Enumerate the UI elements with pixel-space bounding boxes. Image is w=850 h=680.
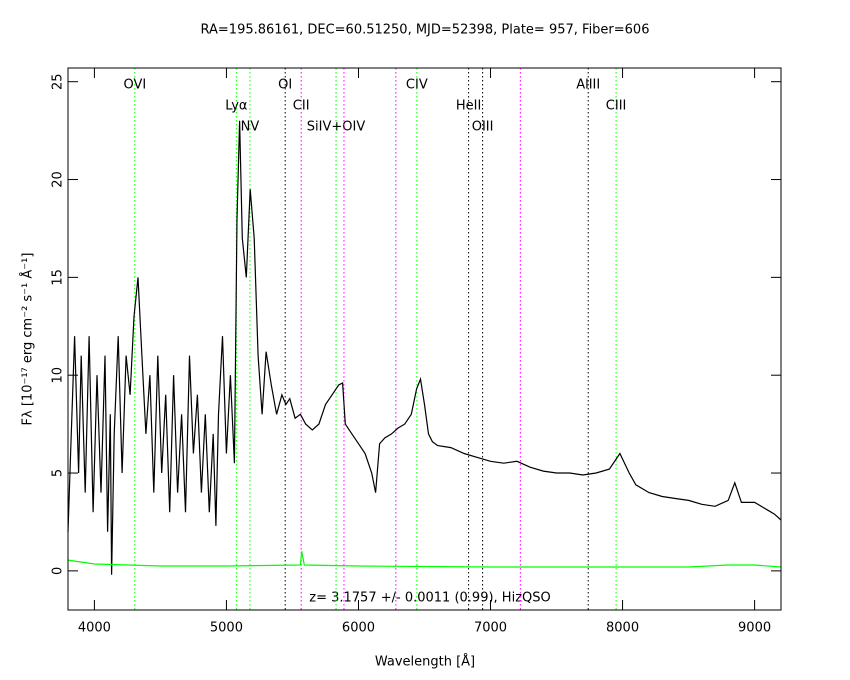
y-tick-label: 10 xyxy=(51,367,66,384)
x-tick-label: 9000 xyxy=(738,621,771,636)
x-tick-label: 6000 xyxy=(342,621,375,636)
series-line xyxy=(67,551,782,568)
y-tick-label: 0 xyxy=(51,567,66,575)
line-label: CIV xyxy=(406,78,428,93)
line-label: CII xyxy=(293,99,310,114)
x-tick-label: 8000 xyxy=(606,621,639,636)
chart-title: RA=195.86161, DEC=60.51250, MJD=52398, P… xyxy=(201,23,650,38)
x-tick-label: 7000 xyxy=(474,621,507,636)
line-label: Lyα xyxy=(225,99,247,114)
line-label: NV xyxy=(241,120,260,135)
line-label: SiIV+OIV xyxy=(307,120,366,135)
line-label: OI xyxy=(278,78,292,93)
plot-frame xyxy=(67,67,782,611)
line-label: OVI xyxy=(123,78,146,93)
line-label: HeII xyxy=(456,99,481,114)
line-label: CIII xyxy=(606,99,627,114)
line-label: OIII xyxy=(472,120,494,135)
x-tick-label: 4000 xyxy=(78,621,111,636)
x-axis-label: Wavelength [Å] xyxy=(375,654,475,670)
series-line xyxy=(67,120,782,575)
y-axis-label: Fλ [10⁻¹⁷ erg cm⁻² s⁻¹ Å⁻¹] xyxy=(20,253,36,426)
x-tick-label: 5000 xyxy=(210,621,243,636)
y-tick-label: 25 xyxy=(51,73,66,90)
line-label: AlIII xyxy=(576,78,600,93)
y-tick-label: 5 xyxy=(51,469,66,477)
y-tick-label: 20 xyxy=(51,171,66,188)
y-tick-label: 15 xyxy=(51,269,66,286)
annotation: z= 3.1757 +/- 0.0011 (0.99), HizQSO xyxy=(309,591,550,606)
